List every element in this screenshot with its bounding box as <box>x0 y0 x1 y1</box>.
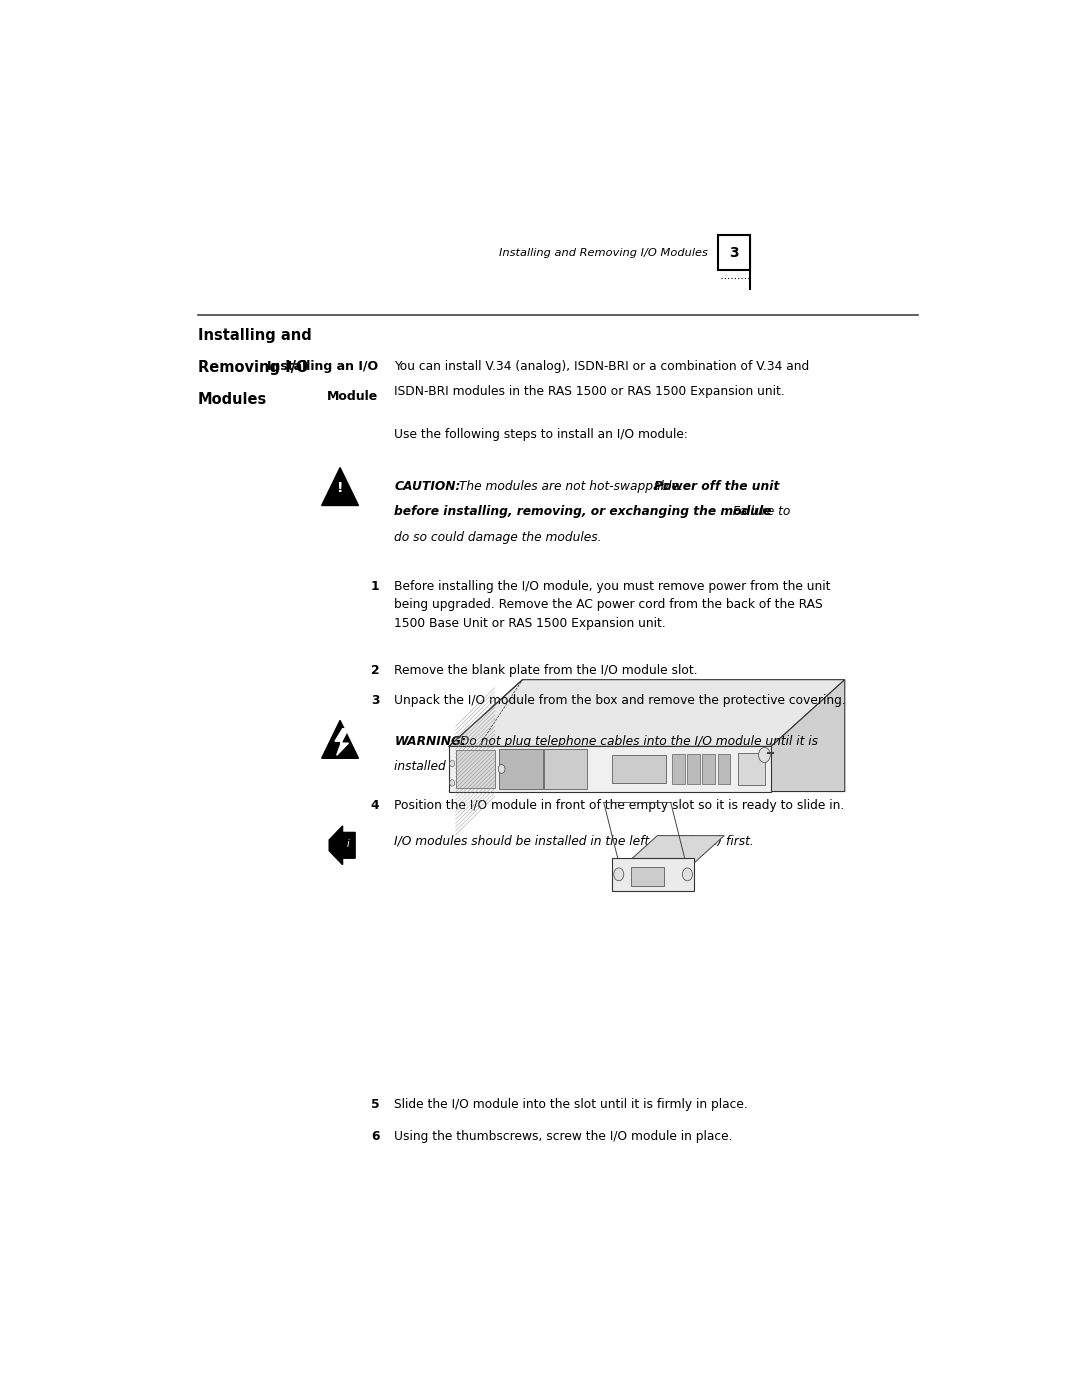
Bar <box>631 866 664 886</box>
Text: Position the I/O module in front of the empty slot so it is ready to slide in.: Position the I/O module in front of the … <box>394 799 845 812</box>
Polygon shape <box>612 858 694 890</box>
Text: do so could damage the modules.: do so could damage the modules. <box>394 531 602 545</box>
FancyBboxPatch shape <box>718 236 751 270</box>
Text: before installing, removing, or exchanging the module: before installing, removing, or exchangi… <box>394 506 772 518</box>
Bar <box>688 754 700 784</box>
Bar <box>738 753 766 785</box>
Text: You can install V.34 (analog), ISDN-BRI or a combination of V.34 and: You can install V.34 (analog), ISDN-BRI … <box>394 360 810 373</box>
Polygon shape <box>322 468 359 506</box>
Bar <box>702 754 715 784</box>
Bar <box>717 754 730 784</box>
Circle shape <box>498 764 505 774</box>
Text: The modules are not hot-swappable.: The modules are not hot-swappable. <box>455 479 687 493</box>
Text: Removing I/O: Removing I/O <box>198 360 308 376</box>
Text: i: i <box>347 840 350 849</box>
Circle shape <box>683 868 692 882</box>
Bar <box>673 754 685 784</box>
Circle shape <box>758 747 770 763</box>
Text: 5: 5 <box>370 1098 379 1111</box>
Text: Do not plug telephone cables into the I/O module until it is: Do not plug telephone cables into the I/… <box>457 735 819 747</box>
Bar <box>612 754 666 782</box>
Text: 2: 2 <box>370 664 379 676</box>
Circle shape <box>613 868 624 882</box>
Text: I/O modules should be installed in the left slot (slot 1) first.: I/O modules should be installed in the l… <box>394 834 754 848</box>
Text: ISDN-BRI modules in the RAS 1500 or RAS 1500 Expansion unit.: ISDN-BRI modules in the RAS 1500 or RAS … <box>394 386 785 398</box>
Circle shape <box>449 760 455 767</box>
Text: . Failure to: . Failure to <box>725 506 791 518</box>
Polygon shape <box>322 721 359 759</box>
Text: 3: 3 <box>370 694 379 707</box>
Text: Installing an I/O: Installing an I/O <box>267 360 378 373</box>
Text: 1: 1 <box>370 580 379 592</box>
Text: Modules: Modules <box>198 393 267 408</box>
Text: Unpack the I/O module from the box and remove the protective covering.: Unpack the I/O module from the box and r… <box>394 694 847 707</box>
Bar <box>499 749 542 789</box>
Polygon shape <box>449 680 845 746</box>
Circle shape <box>449 780 455 787</box>
Text: Remove the blank plate from the I/O module slot.: Remove the blank plate from the I/O modu… <box>394 664 698 676</box>
Polygon shape <box>771 680 845 792</box>
Polygon shape <box>449 746 771 792</box>
Polygon shape <box>620 835 725 869</box>
Text: 4: 4 <box>370 799 379 812</box>
Text: Before installing the I/O module, you must remove power from the unit
being upgr: Before installing the I/O module, you mu… <box>394 580 831 630</box>
Text: Use the following steps to install an I/O module:: Use the following steps to install an I/… <box>394 427 688 441</box>
Polygon shape <box>335 729 349 756</box>
Text: Module: Module <box>326 390 378 404</box>
Bar <box>544 749 588 789</box>
Text: 6: 6 <box>370 1130 379 1143</box>
Text: Installing and Removing I/O Modules: Installing and Removing I/O Modules <box>499 247 708 257</box>
Text: !: ! <box>337 482 343 496</box>
Text: 3: 3 <box>729 246 739 260</box>
Text: Power off the unit: Power off the unit <box>653 479 780 493</box>
Text: Slide the I/O module into the slot until it is firmly in place.: Slide the I/O module into the slot until… <box>394 1098 748 1111</box>
Text: CAUTION:: CAUTION: <box>394 479 461 493</box>
Text: WARNING:: WARNING: <box>394 735 467 747</box>
Text: installed in the unit. It could result in electric shock.: installed in the unit. It could result i… <box>394 760 712 774</box>
Text: Using the thumbscrews, screw the I/O module in place.: Using the thumbscrews, screw the I/O mod… <box>394 1130 733 1143</box>
Polygon shape <box>329 826 355 865</box>
Circle shape <box>498 764 505 774</box>
Text: Installing and: Installing and <box>198 328 311 342</box>
Bar <box>456 750 495 788</box>
